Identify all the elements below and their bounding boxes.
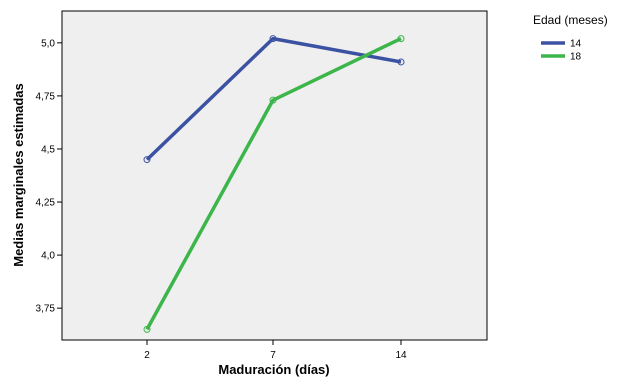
plot-area xyxy=(61,10,488,341)
y-tick-label: 5,0 xyxy=(41,38,55,49)
y-axis-title: Medias marginales estimadas xyxy=(11,83,26,267)
series-layer xyxy=(143,35,405,333)
series-line-18 xyxy=(145,37,402,331)
x-tick-label: 14 xyxy=(395,350,407,361)
legend-title: Edad (meses) xyxy=(533,13,608,27)
series-line-14 xyxy=(145,36,402,161)
data-point-18 xyxy=(143,325,151,333)
y-tick-label: 4,5 xyxy=(41,144,55,155)
y-tick-label: 4,25 xyxy=(36,198,56,209)
y-tick-label: 4,0 xyxy=(41,251,55,262)
data-point-14 xyxy=(269,35,277,43)
legend-label-18: 18 xyxy=(570,52,582,63)
x-axis: 2 7 14 xyxy=(144,340,407,361)
legend: Edad (meses) 14 18 xyxy=(533,13,608,63)
data-point-18 xyxy=(269,96,277,104)
y-tick-label: 3,75 xyxy=(36,304,56,315)
legend-label-14: 14 xyxy=(570,39,582,50)
y-tick-label: 4,75 xyxy=(36,91,56,102)
x-tick-label: 7 xyxy=(270,350,276,361)
data-point-14 xyxy=(143,156,151,164)
x-axis-title: Maduración (días) xyxy=(218,362,329,377)
x-tick-label: 2 xyxy=(144,350,150,361)
data-point-14 xyxy=(397,58,405,66)
y-axis: 3,75 4,0 4,25 4,5 4,75 5,0 xyxy=(36,38,62,315)
data-point-18 xyxy=(397,35,405,43)
